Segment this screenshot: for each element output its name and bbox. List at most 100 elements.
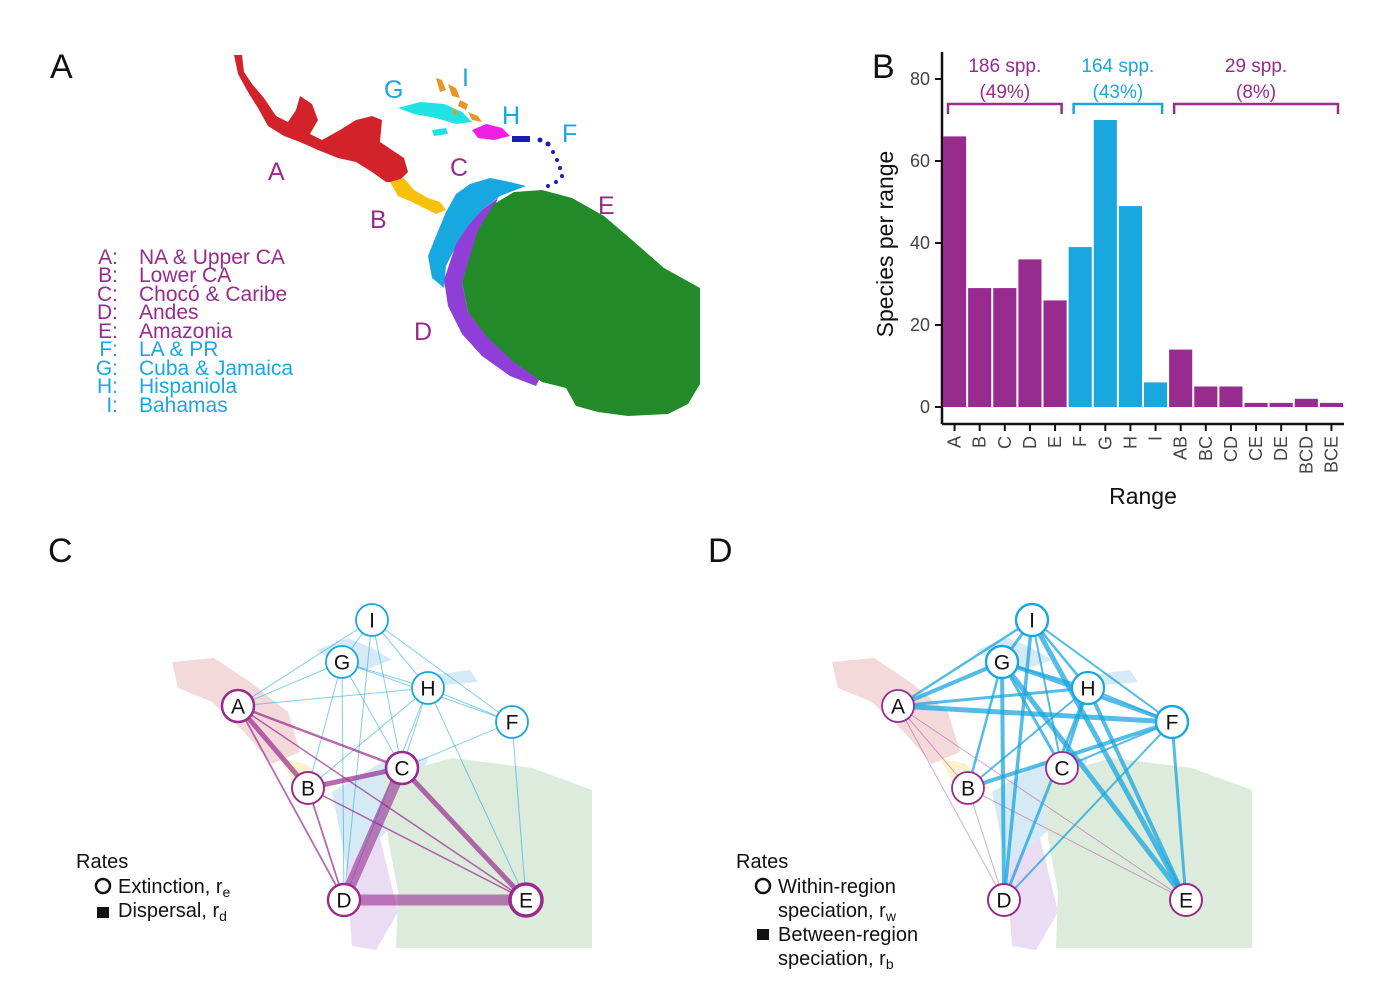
legend-c-square-symbol	[97, 907, 109, 918]
panel-a: A A B C	[50, 48, 700, 417]
x-tick-label-d: D	[1020, 436, 1040, 449]
legend-name-a: NA & Upper CA	[139, 246, 285, 269]
net-c-edge-id	[343, 619, 373, 901]
legend-code-h: H:	[97, 375, 118, 398]
net-c-edge-ae	[237, 705, 527, 901]
net-d-node-circle	[1169, 883, 1203, 917]
legend-code-b: B:	[98, 264, 118, 287]
map-label-h: H	[502, 102, 520, 130]
region-d-shape	[444, 198, 540, 386]
basemap-c-islands	[316, 638, 478, 686]
net-d-node-f: F	[1154, 704, 1190, 740]
net-d-node-h: H	[1070, 670, 1106, 706]
net-c-edge-ad	[237, 705, 345, 901]
y-tick-label: 40	[910, 233, 930, 253]
network-d-legend: Rates Within-region speciation, rw Betwe…	[736, 851, 918, 972]
legend-c-circle-symbol	[94, 877, 112, 895]
net-c-node-g: G	[325, 645, 359, 679]
net-d-node-label: E	[1179, 890, 1193, 913]
net-c-node-circle	[326, 882, 362, 918]
net-c-node-circle	[384, 750, 420, 786]
net-c-node-i: I	[355, 603, 389, 637]
x-tick-label-b: B	[970, 436, 990, 448]
legend-code-a: A:	[98, 246, 118, 269]
x-tick-label-bcd: BCD	[1296, 436, 1316, 474]
network-c-edges	[235, 619, 532, 906]
legend-d-circle-symbol	[754, 877, 772, 895]
x-tick-label-e: E	[1045, 436, 1065, 448]
legend-c-title: Rates	[76, 851, 128, 873]
net-d-node-label: B	[961, 778, 975, 801]
net-d-edge-af	[895, 703, 1175, 725]
map-region-labels: A B C D E F G H I	[268, 64, 615, 346]
bar-c	[993, 288, 1017, 407]
region-a-shape	[234, 55, 408, 182]
bar-de	[1269, 402, 1293, 407]
legend-d-between-line2: speciation, rb	[778, 948, 894, 972]
panel-d-letter: D	[708, 532, 733, 570]
y-tick-label: 0	[920, 397, 930, 417]
legend-d-within-line2: speciation, rw	[778, 900, 897, 924]
map-label-a: A	[268, 158, 285, 186]
net-c-edge-if	[371, 619, 513, 723]
net-c-edge-he	[427, 687, 527, 901]
panel-b-letter: B	[872, 48, 895, 86]
net-c-edge-ac	[236, 704, 404, 770]
net-d-edge-fe	[1170, 720, 1188, 902]
net-c-node-b: B	[291, 771, 325, 805]
legend-c-extinction-sub: e	[222, 884, 230, 900]
map-label-e: E	[598, 192, 615, 220]
legend-d-between-sub: b	[886, 956, 894, 972]
x-tick-label-a: A	[945, 436, 965, 448]
net-d-node-label: H	[1080, 678, 1095, 701]
legend-code-i: I:	[106, 394, 118, 417]
x-tick-label-bce: BCE	[1321, 436, 1341, 473]
net-d-node-label: D	[996, 890, 1011, 913]
net-d-node-circle	[1014, 602, 1050, 638]
group-percent: (49%)	[979, 82, 1030, 103]
legend-c-dispersal: Dispersal, rd	[118, 900, 227, 924]
net-d-node-label: G	[994, 652, 1010, 675]
net-c-edge-fc	[401, 721, 513, 769]
net-d-node-a: A	[881, 689, 915, 723]
group-bracket	[946, 102, 1063, 114]
group-count: 186 spp.	[968, 56, 1041, 77]
net-c-edge-ga	[237, 661, 343, 707]
bar-g	[1093, 120, 1117, 407]
group-count: 164 spp.	[1081, 56, 1154, 77]
net-d-node-circle	[987, 883, 1021, 917]
bar-d	[1018, 259, 1042, 407]
net-c-node-label: H	[420, 678, 435, 701]
legend-c-dispersal-sub: d	[219, 908, 227, 924]
legend-name-f: LA & PR	[139, 338, 218, 361]
bar-a	[943, 136, 967, 407]
net-d-edge-he	[1086, 686, 1188, 902]
y-axis: Species per range 0 20 40 60 80	[872, 52, 944, 424]
net-c-node-a: A	[220, 688, 256, 724]
net-d-edge-fd	[1003, 721, 1173, 901]
net-c-node-f: F	[495, 705, 529, 739]
legend-d-between-line1: Between-region	[778, 924, 918, 946]
net-c-node-h: H	[411, 671, 445, 705]
net-c-node-circle	[355, 603, 389, 637]
x-tick-label-de: DE	[1271, 436, 1291, 461]
x-tick-label-cd: CD	[1221, 436, 1241, 462]
legend-name-g: Cuba & Jamaica	[139, 357, 293, 380]
x-tick-label-h: H	[1120, 436, 1140, 449]
legend-c-extinction: Extinction, re	[118, 876, 230, 900]
net-d-node-circle	[881, 689, 915, 723]
bar-bc	[1194, 386, 1218, 407]
legend-name-i: Bahamas	[139, 394, 228, 417]
net-c-node-label: I	[369, 610, 375, 633]
net-d-node-b: B	[951, 771, 985, 805]
legend-name-h: Hispaniola	[139, 375, 237, 398]
net-d-node-label: C	[1054, 758, 1069, 781]
net-d-edge-hb	[967, 687, 1089, 789]
net-d-edge-ag	[896, 660, 1004, 708]
legend-d-title: Rates	[736, 851, 788, 873]
x-tick-label-ab: AB	[1171, 436, 1191, 460]
map-label-f: F	[562, 120, 577, 148]
group-bracket	[1172, 102, 1340, 114]
bar-ab	[1169, 349, 1193, 407]
legend-name-c: Chocó & Caribe	[139, 283, 287, 306]
